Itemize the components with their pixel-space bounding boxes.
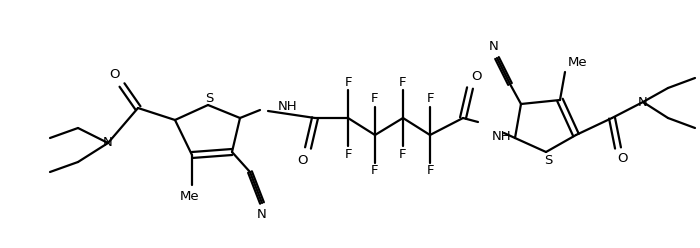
Text: N: N — [103, 136, 113, 150]
Text: F: F — [344, 75, 351, 89]
Text: S: S — [544, 154, 552, 166]
Text: NH: NH — [278, 100, 298, 114]
Text: Me: Me — [180, 189, 200, 203]
Text: NH: NH — [492, 130, 512, 144]
Text: F: F — [371, 164, 379, 178]
Text: F: F — [371, 93, 379, 105]
Text: O: O — [472, 70, 482, 84]
Text: S: S — [205, 92, 214, 104]
Text: O: O — [110, 68, 120, 82]
Text: N: N — [489, 40, 499, 54]
Text: N: N — [638, 95, 648, 109]
Text: Me: Me — [568, 56, 587, 68]
Text: F: F — [399, 148, 407, 160]
Text: F: F — [426, 93, 434, 105]
Text: N: N — [257, 209, 267, 221]
Text: F: F — [426, 164, 434, 178]
Text: F: F — [344, 148, 351, 160]
Text: O: O — [617, 152, 627, 164]
Text: F: F — [399, 75, 407, 89]
Text: O: O — [297, 154, 307, 166]
